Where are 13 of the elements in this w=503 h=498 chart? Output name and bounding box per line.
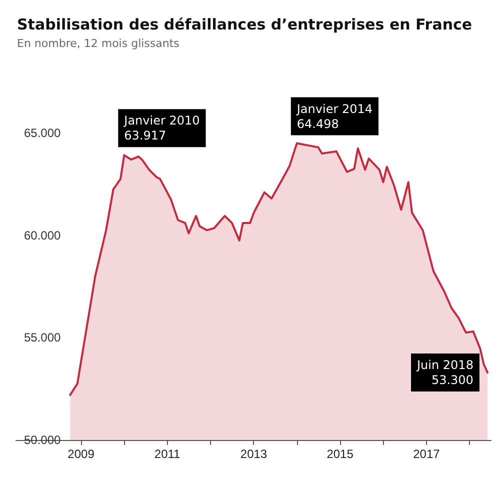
annotation: Juin 2018 53.300: [416, 358, 474, 387]
x-tick-label: 2017: [413, 447, 440, 461]
annotation: Janvier 2014 64.498: [296, 102, 372, 131]
x-tick-label: 2015: [326, 447, 354, 461]
x-tick-label: 2009: [68, 447, 95, 461]
chart-title: Stabilisation des défaillances d’entreprises en France: [17, 16, 472, 34]
y-tick-label: 65.000: [24, 126, 62, 140]
chart-subtitle: En nombre, 12 mois glissants: [17, 37, 180, 50]
y-tick-label: 55.000: [24, 330, 62, 345]
annotation: Janvier 2010 63.917: [123, 114, 200, 143]
x-tick-label: 2013: [240, 447, 268, 461]
y-tick-label: 60.000: [24, 228, 62, 242]
x-tick-label: 2011: [154, 447, 181, 461]
